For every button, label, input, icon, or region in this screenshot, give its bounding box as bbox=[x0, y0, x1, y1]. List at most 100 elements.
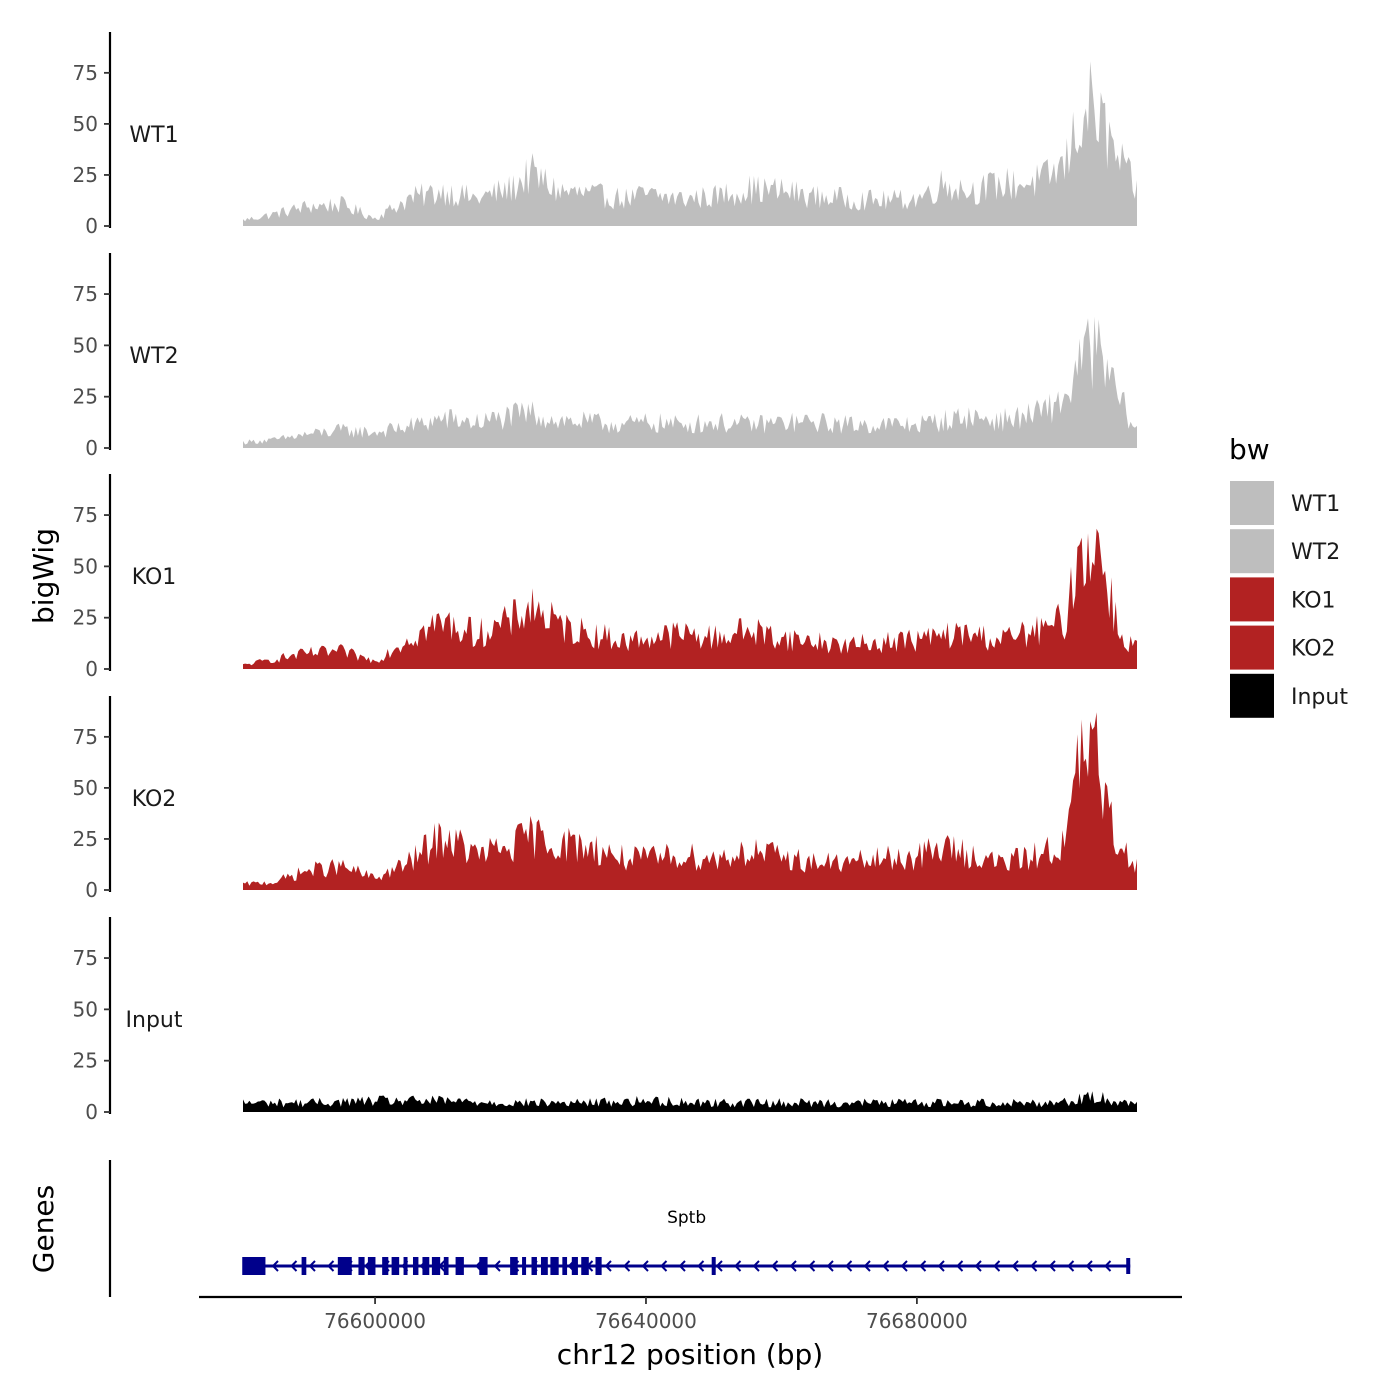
x-tick-label: 76600000 bbox=[324, 1309, 426, 1333]
y-tick-label: 25 bbox=[73, 827, 98, 851]
gene-exon bbox=[242, 1257, 251, 1275]
x-axis-title: chr12 position (bp) bbox=[557, 1338, 823, 1371]
track-label-ko2: KO2 bbox=[132, 787, 177, 812]
strand-arrow bbox=[919, 1260, 927, 1272]
strand-arrow bbox=[1030, 1260, 1038, 1272]
gene-exon bbox=[510, 1257, 518, 1275]
coverage-area-wt2 bbox=[243, 316, 1137, 448]
strand-arrow bbox=[863, 1260, 871, 1272]
strand-arrow bbox=[660, 1260, 668, 1272]
strand-arrow bbox=[493, 1260, 501, 1272]
strand-arrow bbox=[697, 1260, 705, 1272]
strand-arrow bbox=[1011, 1260, 1019, 1272]
strand-arrow bbox=[845, 1260, 853, 1272]
strand-arrow bbox=[1085, 1260, 1093, 1272]
strand-arrow bbox=[678, 1260, 686, 1272]
strand-arrow bbox=[882, 1260, 890, 1272]
coverage-area-ko1 bbox=[243, 528, 1137, 669]
track-label-wt2: WT2 bbox=[129, 344, 178, 369]
legend-key-ko2 bbox=[1230, 625, 1274, 670]
legend-label-wt1: WT1 bbox=[1291, 492, 1340, 517]
strand-arrow bbox=[271, 1260, 279, 1272]
y-axis-title: bigWig bbox=[27, 528, 60, 624]
strand-arrow bbox=[290, 1260, 298, 1272]
legend-title: bw bbox=[1229, 433, 1270, 466]
y-tick-label: 50 bbox=[73, 997, 98, 1021]
strand-arrow bbox=[327, 1260, 335, 1272]
track-wt2: 0 25 50 75 WT2 bbox=[73, 253, 1137, 460]
y-tick-label: 75 bbox=[73, 503, 98, 527]
signal-tracks: 0 25 50 75 WT1 0 25 50 75 WT2 0 25 50 75 KO1 0 25 50 75 KO2… bbox=[73, 32, 1137, 1124]
y-tick-label: 25 bbox=[73, 1049, 98, 1073]
gene-exon bbox=[422, 1257, 430, 1275]
legend-label-wt2: WT2 bbox=[1291, 540, 1340, 565]
gene-name-label: Sptb bbox=[667, 1208, 706, 1228]
gene-exon bbox=[249, 1257, 257, 1275]
track-wt1: 0 25 50 75 WT1 bbox=[73, 32, 1137, 238]
strand-arrow bbox=[808, 1260, 816, 1272]
gene-exon bbox=[412, 1257, 419, 1275]
gene-exon bbox=[337, 1257, 348, 1275]
y-tick-label: 25 bbox=[73, 606, 98, 630]
gene-exon bbox=[455, 1257, 464, 1275]
strand-arrow bbox=[641, 1260, 649, 1272]
gene-exon bbox=[301, 1257, 307, 1275]
track-label-ko1: KO1 bbox=[132, 565, 177, 590]
y-tick-label: 50 bbox=[73, 776, 98, 800]
gene-exon bbox=[431, 1257, 441, 1275]
gene-exon bbox=[443, 1257, 449, 1275]
legend-label-ko1: KO1 bbox=[1291, 588, 1336, 613]
legend-key-wt2 bbox=[1230, 529, 1274, 574]
legend-key-ko1 bbox=[1230, 577, 1274, 622]
strand-arrow bbox=[623, 1260, 631, 1272]
gene-exon bbox=[1126, 1258, 1131, 1274]
strand-arrow bbox=[715, 1260, 723, 1272]
gene-exon bbox=[522, 1257, 527, 1275]
x-axis: 76600000 76640000 76680000 bbox=[199, 1295, 1182, 1333]
strand-arrow bbox=[789, 1260, 797, 1272]
strand-arrow bbox=[1048, 1260, 1056, 1272]
y-tick-label: 75 bbox=[73, 725, 98, 749]
gene-exon bbox=[479, 1257, 488, 1275]
gene-exon bbox=[595, 1257, 602, 1275]
gene-exon bbox=[711, 1257, 716, 1275]
coverage-area-wt1 bbox=[243, 61, 1137, 226]
strand-arrow bbox=[771, 1260, 779, 1272]
y-tick-label: 75 bbox=[73, 282, 98, 306]
y-tick-label: 50 bbox=[73, 112, 98, 136]
strand-arrow bbox=[604, 1260, 612, 1272]
legend-key-wt1 bbox=[1230, 481, 1274, 525]
strand-arrow bbox=[826, 1260, 834, 1272]
coverage-area-input bbox=[243, 1091, 1137, 1112]
gene-exon bbox=[391, 1257, 400, 1275]
y-tick-label: 75 bbox=[73, 946, 98, 970]
strand-arrow bbox=[900, 1260, 908, 1272]
gene-track: Sptb bbox=[108, 1160, 1131, 1297]
y-tick-label: 0 bbox=[85, 1100, 98, 1124]
gene-exon bbox=[581, 1257, 589, 1275]
y-tick-label: 50 bbox=[73, 554, 98, 578]
track-ko1: 0 25 50 75 KO1 bbox=[73, 474, 1137, 681]
track-ko2: 0 25 50 75 KO2 bbox=[73, 696, 1137, 902]
gene-exon bbox=[367, 1257, 376, 1275]
gene-exon bbox=[550, 1257, 559, 1275]
gene-exon bbox=[571, 1257, 578, 1275]
gene-exon bbox=[358, 1257, 365, 1275]
strand-arrow bbox=[956, 1260, 964, 1272]
y-tick-label: 0 bbox=[85, 657, 98, 681]
legend: bw WT1 WT2 KO1 KO2 Input bbox=[1229, 433, 1348, 718]
y-tick-label: 0 bbox=[85, 214, 98, 238]
gene-exon bbox=[531, 1257, 537, 1275]
legend-label-ko2: KO2 bbox=[1291, 637, 1336, 662]
strand-arrow bbox=[974, 1260, 982, 1272]
gene-exon bbox=[382, 1257, 389, 1275]
gene-exon bbox=[261, 1257, 266, 1275]
legend-key-input bbox=[1230, 673, 1274, 718]
coverage-area-ko2 bbox=[243, 712, 1137, 890]
y-tick-label: 25 bbox=[73, 163, 98, 187]
strand-arrow bbox=[734, 1260, 742, 1272]
y-tick-label: 75 bbox=[73, 61, 98, 85]
y-tick-label: 25 bbox=[73, 385, 98, 409]
x-tick-label: 76640000 bbox=[595, 1309, 697, 1333]
